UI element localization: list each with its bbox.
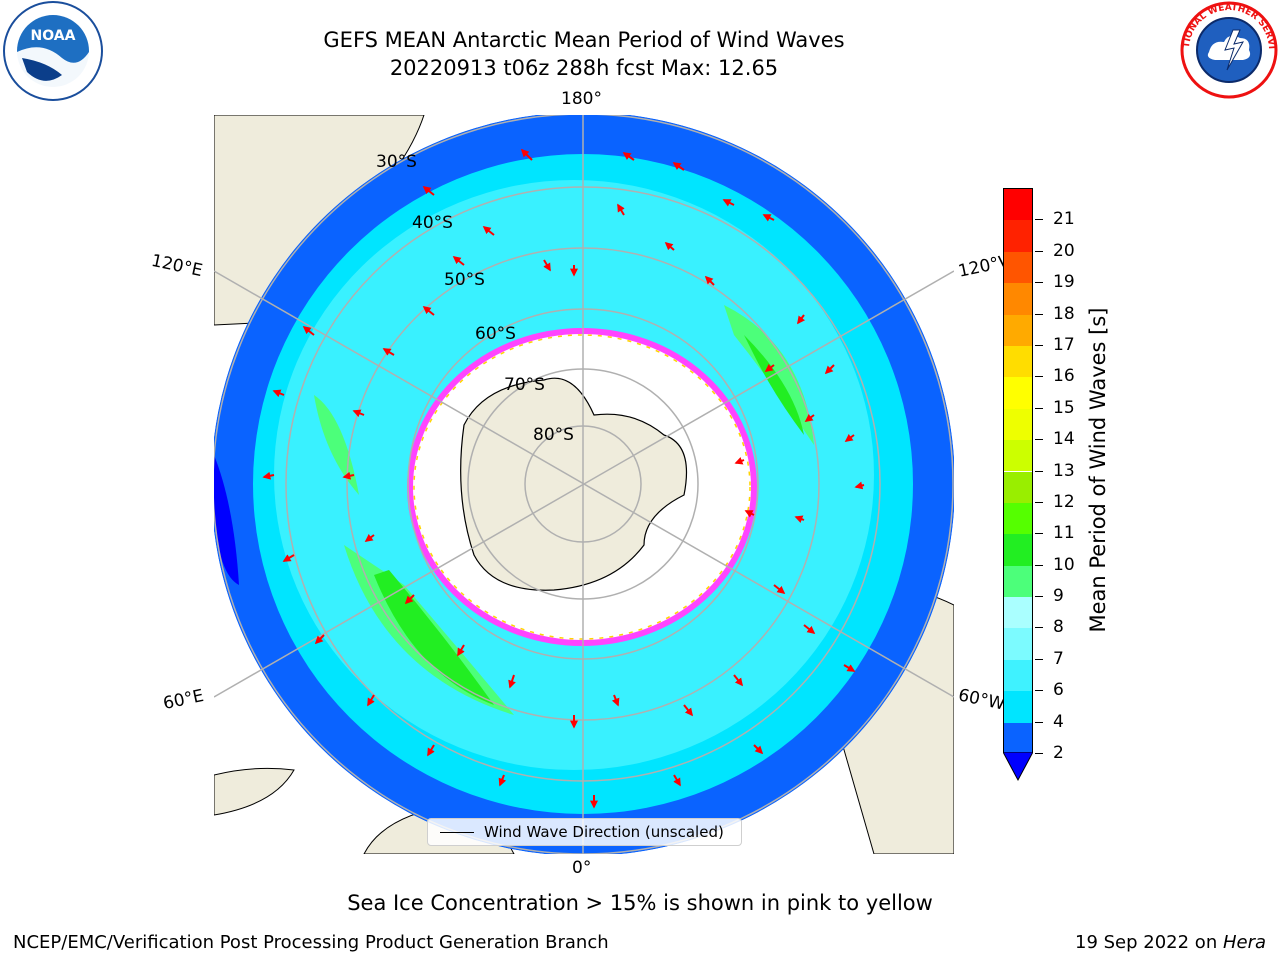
colorbar-tick-label: 7	[1053, 648, 1064, 669]
colorbar-segment	[1004, 691, 1032, 723]
colorbar-tick-label: 8	[1053, 617, 1064, 638]
colorbar-tick	[1035, 564, 1043, 566]
colorbar-tick	[1035, 439, 1043, 441]
lat-label-40s: 40°S	[412, 213, 453, 233]
colorbar-tick	[1035, 376, 1043, 378]
sea-ice-note: Sea Ice Concentration > 15% is shown in …	[347, 891, 933, 915]
lat-label-30s: 30°S	[376, 152, 417, 172]
colorbar-segment	[1004, 597, 1032, 629]
colorbar-segment	[1004, 408, 1032, 441]
lon-label-0: 0°	[572, 858, 592, 878]
colorbar-tick	[1035, 533, 1043, 535]
colorbar-tick-label: 18	[1053, 303, 1075, 324]
noaa-logo: NOAA	[3, 1, 103, 101]
colorbar-segment	[1004, 565, 1032, 598]
nws-logo: NATIONAL WEATHER SERVICE	[1177, 0, 1278, 99]
colorbar-segment	[1004, 722, 1032, 754]
colorbar-tick-label: 19	[1053, 272, 1075, 293]
colorbar	[1003, 188, 1033, 754]
colorbar-segment	[1004, 440, 1032, 472]
svg-text:NOAA: NOAA	[31, 28, 76, 44]
lat-label-70s: 70°S	[504, 375, 545, 395]
lon-label-180: 180°	[561, 89, 602, 109]
colorbar-tick	[1035, 753, 1043, 754]
colorbar-segment	[1004, 534, 1032, 566]
footer-date-text: 19 Sep 2022 on	[1075, 932, 1223, 953]
lat-label-80s: 80°S	[533, 425, 574, 445]
colorbar-tick	[1035, 470, 1043, 472]
colorbar-tick-label: 15	[1053, 397, 1075, 418]
chart-subtitle: 20220913 t06z 288h fcst Max: 12.65	[389, 56, 779, 80]
colorbar-segment	[1004, 345, 1032, 378]
colorbar-segment	[1004, 283, 1032, 315]
footer-date: 19 Sep 2022 on Hera	[1075, 932, 1266, 953]
colorbar-tick-label: 9	[1053, 586, 1064, 607]
colorbar-tick-label: 6	[1053, 680, 1064, 701]
lat-label-60s: 60°S	[475, 324, 516, 344]
lat-label-50s: 50°S	[444, 270, 485, 290]
antarctic-map	[214, 115, 954, 854]
lon-label-60w: 60°W	[956, 685, 1007, 715]
colorbar-tick-label: 20	[1053, 240, 1075, 261]
colorbar-tick	[1035, 501, 1043, 503]
footer-branch: NCEP/EMC/Verification Post Processing Pr…	[13, 932, 609, 953]
colorbar-tick	[1035, 690, 1043, 692]
colorbar-segment	[1004, 377, 1032, 409]
colorbar-segment	[1004, 220, 1032, 252]
colorbar-segment	[1004, 659, 1032, 692]
colorbar-segment	[1004, 189, 1032, 221]
colorbar-label: Mean Period of Wind Waves [s]	[1086, 307, 1110, 633]
colorbar-tick	[1035, 250, 1043, 252]
colorbar-tick	[1035, 313, 1043, 315]
colorbar-tick	[1035, 344, 1043, 346]
lon-label-60e: 60°E	[161, 685, 206, 715]
colorbar-segment	[1004, 628, 1032, 660]
colorbar-tick-label: 11	[1053, 523, 1075, 544]
colorbar-tick	[1035, 596, 1043, 598]
colorbar-under-arrow	[1003, 752, 1033, 782]
colorbar-tick-label: 17	[1053, 334, 1075, 355]
colorbar-tick-label: 14	[1053, 429, 1075, 450]
map-legend: Wind Wave Direction (unscaled)	[427, 818, 742, 846]
footer-host: Hera	[1222, 932, 1266, 953]
colorbar-tick	[1035, 219, 1043, 221]
legend-label: Wind Wave Direction (unscaled)	[484, 823, 724, 841]
colorbar-tick	[1035, 282, 1043, 284]
colorbar-segment	[1004, 471, 1032, 503]
colorbar-tick-label: 4	[1053, 711, 1064, 732]
colorbar-tick-label: 13	[1053, 460, 1075, 481]
colorbar-tick-label: 2	[1053, 743, 1064, 763]
colorbar-tick	[1035, 627, 1043, 629]
colorbar-segment	[1004, 314, 1032, 346]
colorbar-tick	[1035, 721, 1043, 723]
colorbar-tick-label: 21	[1053, 209, 1075, 230]
legend-line-icon	[440, 831, 474, 833]
colorbar-tick-label: 10	[1053, 554, 1075, 575]
colorbar-tick-label: 16	[1053, 366, 1075, 387]
colorbar-segment	[1004, 502, 1032, 535]
lon-label-120e: 120°E	[149, 250, 205, 282]
colorbar-tick-label: 12	[1053, 491, 1075, 512]
colorbar-tick	[1035, 407, 1043, 409]
chart-title: GEFS MEAN Antarctic Mean Period of Wind …	[323, 28, 845, 52]
colorbar-tick	[1035, 658, 1043, 660]
colorbar-segment	[1004, 251, 1032, 284]
